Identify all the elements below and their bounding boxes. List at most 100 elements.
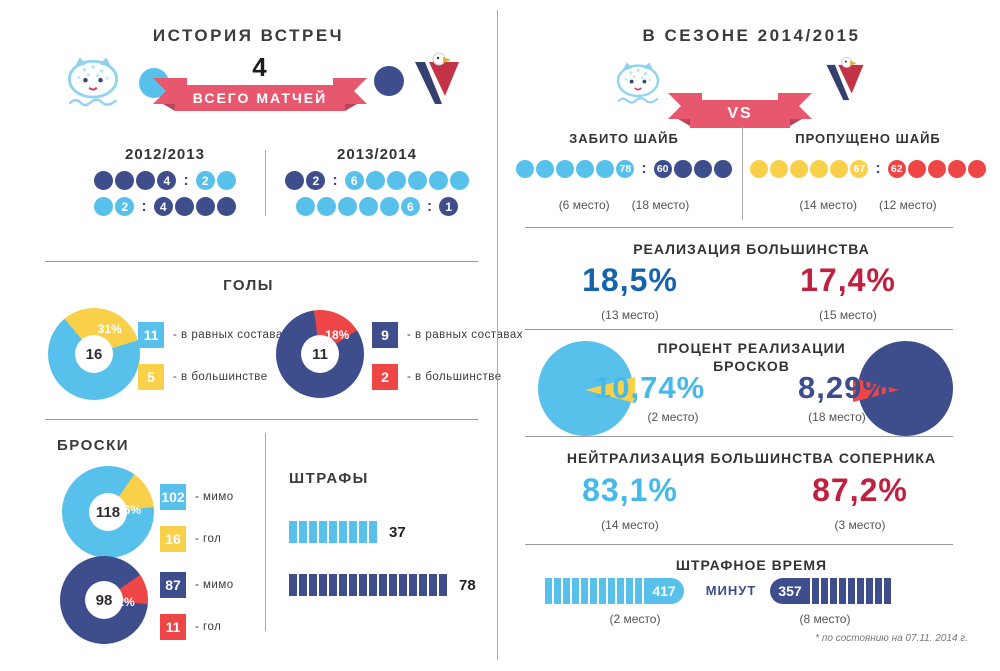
bar-segment — [812, 578, 819, 604]
pie-center-total: 11 — [301, 335, 339, 373]
bar-segment — [359, 521, 367, 543]
rank: (12 место) — [879, 198, 937, 212]
bar-segment — [821, 578, 828, 604]
legend-label: - мимо — [195, 491, 234, 503]
score-dot — [967, 160, 986, 178]
bar-segment — [884, 578, 891, 604]
bar-segment — [581, 578, 588, 604]
score-dot — [673, 160, 692, 178]
bar-value-pill: 357 — [770, 578, 810, 604]
score-dot-value: 6 — [400, 197, 420, 216]
rank: (13 место) — [601, 308, 659, 322]
score-dot-value: 2 — [195, 171, 215, 190]
legend-item: 102 - мимо — [160, 484, 234, 510]
team-home-logo-small — [610, 60, 666, 108]
score-dot — [407, 171, 427, 190]
stat-value: 17,4% — [800, 262, 896, 298]
legend-swatch: 2 — [372, 364, 398, 390]
penalty-time-bar-away: 357 — [770, 578, 891, 604]
bar-segment — [626, 578, 633, 604]
score-dot — [295, 197, 315, 216]
divider — [742, 127, 743, 220]
bar-segment — [349, 521, 357, 543]
score-dot — [94, 171, 114, 190]
bar-segment — [572, 578, 579, 604]
score-dot-value: 1 — [439, 197, 459, 216]
score-dot — [379, 197, 399, 216]
penalties-bar-home: 37 — [289, 521, 406, 543]
penalty-kill-title: НЕЙТРАЛИЗАЦИЯ БОЛЬШИНСТВА СОПЕРНИКА — [566, 450, 937, 466]
segment-bar — [289, 574, 447, 596]
powerplay-title: РЕАЛИЗАЦИЯ БОЛЬШИНСТВА — [633, 241, 870, 257]
bar-segment — [389, 574, 397, 596]
score-dot-value: 6 — [344, 171, 364, 190]
bar-value: 78 — [459, 576, 476, 594]
goals-pie-home: 31% 16 — [48, 308, 140, 400]
team-home-logo — [60, 54, 126, 112]
bar-segment — [839, 578, 846, 604]
conceded-ranks: (14 место) (12 место) — [752, 198, 984, 212]
bar-segment — [339, 521, 347, 543]
vs-label: VS — [727, 105, 753, 122]
bar-segment — [635, 578, 642, 604]
score-dot-value: 2 — [306, 171, 326, 190]
bar-segment — [399, 574, 407, 596]
ribbon-fold-icon — [163, 104, 175, 111]
bar-segment — [857, 578, 864, 604]
right-panel-title: В СЕЗОНЕ 2014/2015 — [642, 26, 861, 45]
conceded-dots-row: 67:62 — [750, 160, 986, 178]
score-dot — [693, 160, 712, 178]
rank: (15 место) — [819, 308, 877, 322]
bar-value: 37 — [389, 523, 406, 541]
penalties-title: ШТРАФЫ — [289, 470, 369, 487]
goals-title: ГОЛЫ — [223, 277, 274, 294]
penalty-time-title: ШТРАФНОЕ ВРЕМЯ — [675, 557, 828, 573]
segment-bar — [289, 521, 377, 543]
divider — [525, 329, 953, 330]
rank: (18 место) — [631, 198, 690, 212]
rank: (2 место) — [647, 410, 699, 424]
stat-value: 18,5% — [582, 262, 678, 298]
pie-center-total: 98 — [85, 581, 123, 619]
divider — [45, 261, 478, 262]
shot-pct-title: ПРОЦЕНТ РЕАЛИЗАЦИИ БРОСКОВ — [503, 339, 1000, 375]
score-dot — [947, 160, 966, 178]
shots-pie-home: 13,6% 118 — [62, 466, 154, 558]
score-dot — [927, 160, 946, 178]
score-dot — [516, 160, 535, 178]
score-dot — [790, 160, 809, 178]
legend-swatch: 9 — [372, 322, 398, 348]
rank: (18 место) — [808, 410, 866, 424]
bar-segment — [329, 574, 337, 596]
bar-segment — [289, 521, 297, 543]
stat-value: 83,1% — [582, 472, 678, 508]
legend-label: - в большинстве — [407, 371, 502, 383]
score-dot — [750, 160, 769, 178]
bar-segment — [875, 578, 882, 604]
ribbon-fold-icon — [790, 119, 802, 126]
total-matches-label: ВСЕГО МАТЧЕЙ — [192, 90, 328, 106]
bar-segment — [289, 574, 297, 596]
shots-pie-away: 11,2% 98 — [60, 556, 148, 644]
bar-segment — [299, 521, 307, 543]
scored-dots-row: 78:60 — [508, 160, 740, 178]
score-dot — [358, 197, 378, 216]
legend-swatch: 87 — [160, 572, 186, 598]
stat-value: 8,29% — [798, 370, 891, 405]
score-dot-value: 78 — [616, 160, 635, 178]
bar-segment — [429, 574, 437, 596]
powerplay-away: 17,4% (15 место) — [738, 262, 958, 322]
score-dot — [830, 160, 849, 178]
shots-legend-away: 87 - мимо 11 - гол — [160, 572, 234, 640]
score-colon: : — [332, 171, 338, 189]
total-matches-value: 4 — [252, 52, 268, 82]
bar-segment — [329, 521, 337, 543]
shots-title: БРОСКИ — [57, 437, 130, 454]
scored-ranks: (6 место) (18 место) — [508, 198, 740, 212]
score-dot — [536, 160, 555, 178]
score-dot — [713, 160, 732, 178]
rank: (8 место) — [799, 612, 851, 626]
bar-segment — [309, 521, 317, 543]
score-colon: : — [141, 197, 147, 215]
score-dot — [115, 171, 135, 190]
